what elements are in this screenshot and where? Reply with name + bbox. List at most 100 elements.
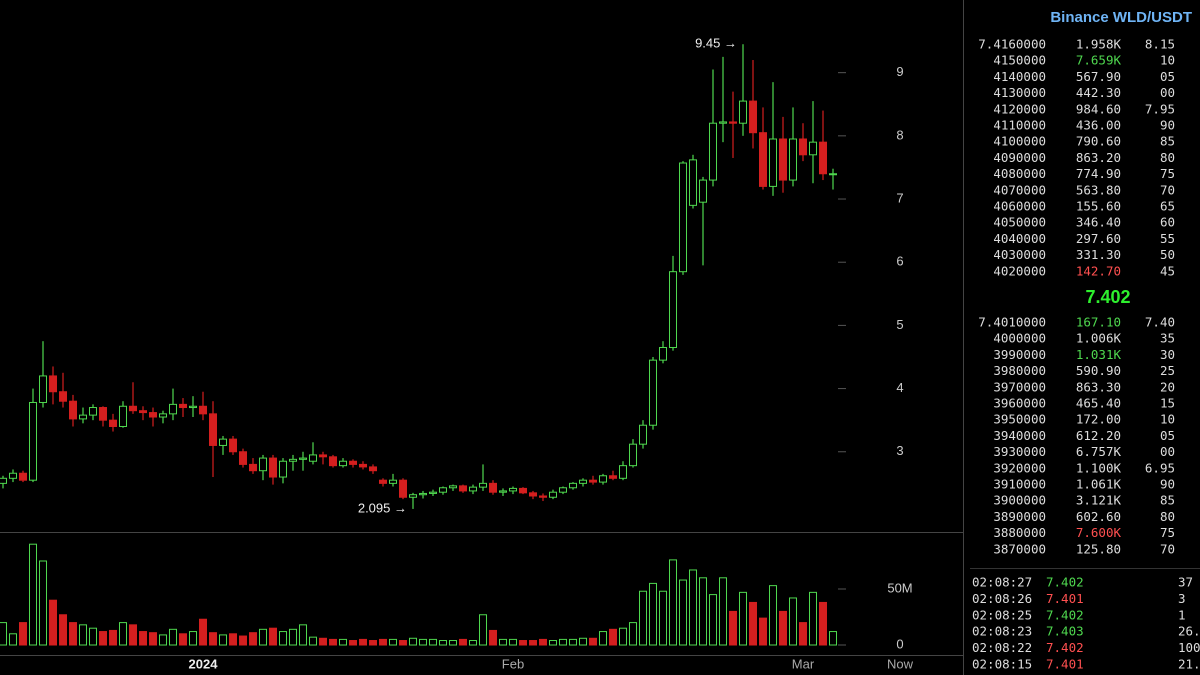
- candle-body: [549, 491, 557, 498]
- y-tick-label: 4: [896, 380, 903, 395]
- book-size: 167.10: [1076, 315, 1121, 330]
- volume-bar: [269, 627, 277, 646]
- book-price: 3960000: [993, 396, 1046, 411]
- volume-bar: [729, 610, 737, 646]
- book-total: 05: [1160, 428, 1175, 443]
- candle-body: [759, 132, 767, 187]
- book-price: 4130000: [993, 85, 1046, 100]
- volume-bar: [779, 610, 787, 646]
- volume-bar: [139, 631, 147, 646]
- book-size: 7.659K: [1076, 53, 1122, 68]
- book-price: 4060000: [993, 199, 1046, 214]
- volume-bar: [399, 640, 407, 646]
- volume-bar: [609, 628, 617, 646]
- book-price: 3990000: [993, 347, 1046, 362]
- candle-body: [829, 173, 837, 176]
- book-total: 90: [1160, 477, 1175, 492]
- volume-bar: [499, 638, 507, 646]
- volume-bar: [549, 640, 557, 646]
- book-price: 3930000: [993, 444, 1046, 459]
- trade-price: 7.402: [1046, 575, 1084, 590]
- candle-body: [329, 456, 337, 467]
- volume-bar: [59, 614, 67, 646]
- book-total: 35: [1160, 331, 1175, 346]
- x-tick-label: Feb: [502, 656, 524, 671]
- volume-bar: [619, 627, 627, 646]
- book-price: 4150000: [993, 53, 1046, 68]
- book-total: 85: [1160, 493, 1175, 508]
- candle-body: [109, 419, 117, 427]
- volume-bar: [339, 638, 347, 646]
- book-total: 50: [1160, 247, 1175, 262]
- x-tick-label: 2024: [189, 656, 219, 671]
- volume-bar: [239, 635, 247, 646]
- book-size: 1.006K: [1076, 331, 1122, 346]
- volume-bar: [299, 624, 307, 646]
- trade-price: 7.401: [1046, 591, 1084, 606]
- volume-bar: [119, 622, 127, 646]
- last-price: 7.402: [1085, 287, 1130, 307]
- volume-bar: [9, 633, 17, 646]
- book-price: 4050000: [993, 215, 1046, 230]
- candle-body: [679, 162, 687, 273]
- candle-body: [19, 472, 27, 481]
- volume-bar: [309, 636, 317, 646]
- book-price: 3940000: [993, 428, 1046, 443]
- volume-bar: [289, 628, 297, 646]
- trade-price: 7.402: [1046, 607, 1084, 622]
- candle-body: [399, 479, 407, 498]
- candle-body: [529, 492, 537, 497]
- volume-bar: [829, 631, 837, 646]
- annotation: 9.45 →: [695, 36, 737, 51]
- book-size: 1.100K: [1076, 460, 1122, 475]
- volume-bar: [539, 638, 547, 646]
- book-price: 3890000: [993, 509, 1046, 524]
- volume-bar: [379, 638, 387, 646]
- book-total: 8.15: [1145, 37, 1175, 52]
- trade-time: 02:08:22: [972, 640, 1032, 655]
- book-total: 6.95: [1145, 460, 1175, 475]
- book-total: 10: [1160, 53, 1175, 68]
- volume-bar: [519, 640, 527, 646]
- book-total: 75: [1160, 166, 1175, 181]
- candle-body: [269, 457, 277, 478]
- y-tick-label: 6: [896, 254, 903, 269]
- candle-body: [619, 465, 627, 479]
- volume-bar: [359, 638, 367, 646]
- volume-bar: [189, 631, 197, 646]
- book-price: 3980000: [993, 363, 1046, 378]
- candle-body: [159, 413, 167, 418]
- trade-size: 21.: [1178, 657, 1200, 672]
- volume-bar: [369, 640, 377, 646]
- volume-bar: [19, 622, 27, 646]
- book-price: 3910000: [993, 477, 1046, 492]
- volume-bar: [259, 628, 267, 646]
- volume-bar: [99, 631, 107, 646]
- volume-bar: [709, 594, 717, 646]
- candle-body: [499, 490, 507, 493]
- book-price: 3950000: [993, 412, 1046, 427]
- candle-body: [169, 403, 177, 415]
- candle-body: [239, 451, 247, 465]
- volume-bar: [489, 629, 497, 646]
- book-total: 55: [1160, 231, 1175, 246]
- volume-bar: [69, 622, 77, 646]
- candle-body: [699, 179, 707, 203]
- candle-body: [599, 475, 607, 483]
- book-size: 7.600K: [1076, 525, 1122, 540]
- candle-body: [479, 482, 487, 488]
- candle-body: [489, 482, 497, 493]
- trade-price: 7.402: [1046, 640, 1084, 655]
- book-price: 3880000: [993, 525, 1046, 540]
- book-size: 331.30: [1076, 247, 1121, 262]
- candle-body: [709, 122, 717, 181]
- trade-price: 7.403: [1046, 624, 1084, 639]
- volume-bar: [669, 559, 677, 646]
- book-price: 3900000: [993, 493, 1046, 508]
- candle-body: [179, 403, 187, 409]
- volume-bar: [169, 628, 177, 646]
- candle-body: [539, 495, 547, 498]
- book-total: 00: [1160, 85, 1175, 100]
- candle-body: [719, 121, 727, 124]
- trade-price: 7.401: [1046, 657, 1084, 672]
